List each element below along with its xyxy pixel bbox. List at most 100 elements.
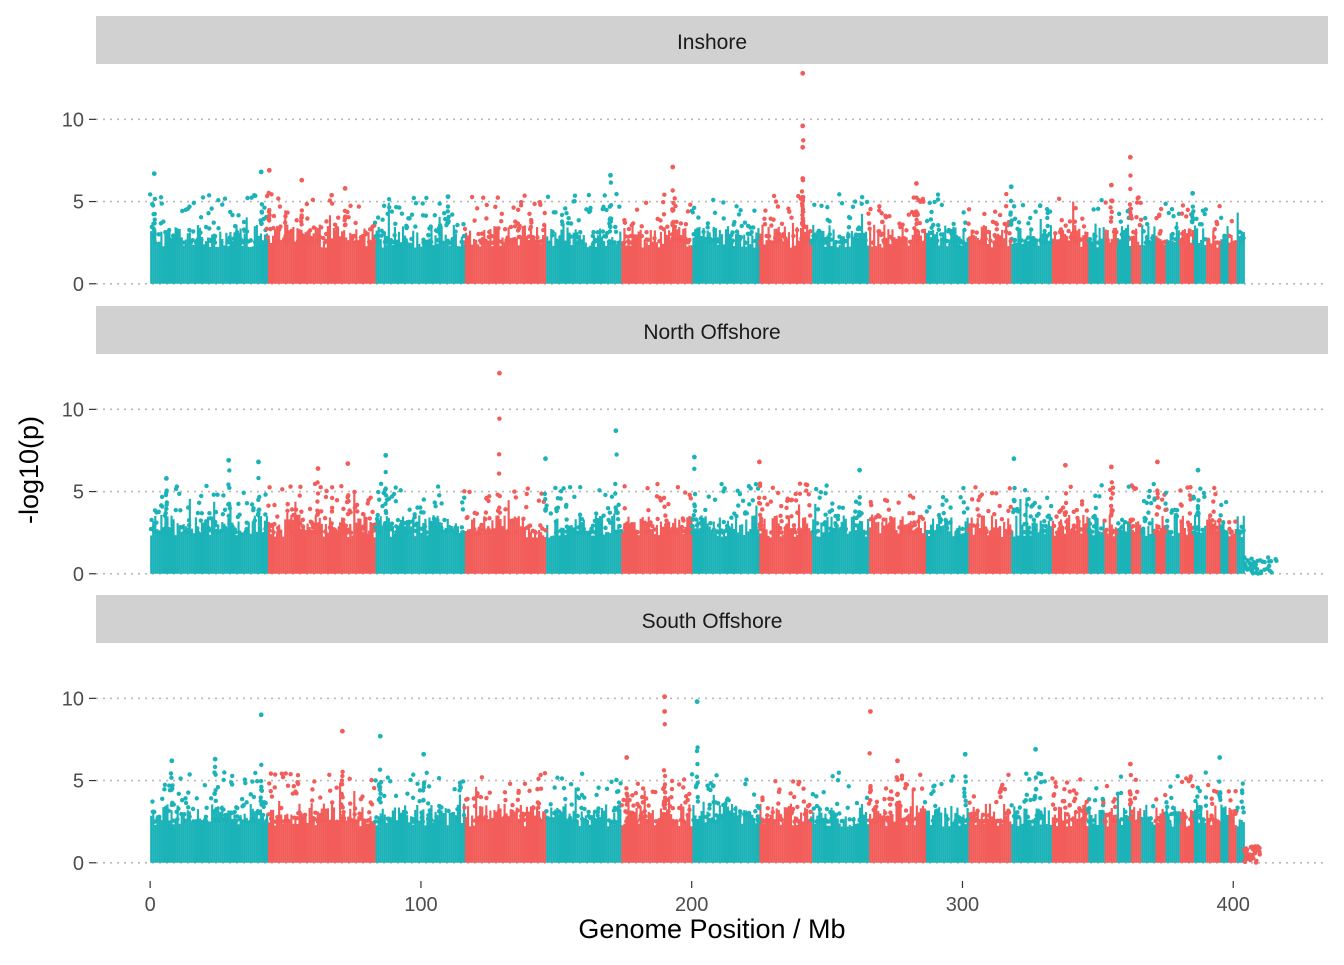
point-band — [887, 821, 890, 863]
point — [992, 819, 997, 824]
point — [204, 483, 209, 489]
point-band — [385, 244, 388, 284]
point-band — [795, 227, 799, 284]
point — [962, 227, 967, 233]
point — [228, 810, 233, 815]
point-band — [598, 816, 602, 863]
point — [760, 507, 765, 512]
point — [916, 239, 921, 245]
point-band — [1163, 525, 1166, 574]
peak-point — [212, 756, 218, 762]
point — [1051, 523, 1057, 529]
point — [248, 238, 254, 243]
point — [345, 530, 350, 535]
point-band — [832, 810, 835, 863]
point — [954, 529, 960, 534]
point-band — [562, 224, 565, 284]
point — [1217, 791, 1223, 796]
point — [274, 240, 280, 245]
point — [1123, 816, 1128, 822]
point-band — [1230, 534, 1233, 574]
point — [425, 816, 431, 822]
point — [976, 497, 981, 503]
point-band — [375, 825, 378, 863]
point-band — [531, 242, 535, 284]
point — [737, 814, 742, 819]
point-band — [586, 530, 589, 574]
point-band — [302, 814, 305, 863]
point-band — [895, 530, 898, 574]
point-band — [540, 822, 543, 863]
point-band — [627, 234, 630, 284]
point — [715, 239, 720, 244]
point-band — [296, 514, 299, 574]
point-band — [1043, 232, 1046, 284]
point — [880, 219, 885, 225]
point — [1058, 530, 1063, 535]
point — [558, 240, 563, 245]
point-band — [168, 820, 171, 863]
point-band — [237, 233, 240, 284]
point-band — [170, 515, 173, 574]
point — [1109, 480, 1115, 485]
point — [1133, 486, 1139, 491]
point-band — [899, 236, 902, 284]
point — [777, 787, 782, 792]
point — [647, 528, 652, 533]
point — [202, 783, 208, 788]
point — [283, 771, 288, 776]
point — [296, 810, 301, 816]
point-band — [787, 517, 790, 574]
point-band — [497, 804, 500, 863]
point-band — [412, 230, 415, 284]
point-band — [641, 247, 644, 284]
point-band — [1041, 523, 1044, 574]
point — [655, 516, 660, 522]
point-band — [619, 809, 622, 863]
point — [807, 513, 813, 518]
point — [1084, 799, 1089, 804]
point — [792, 819, 797, 824]
point-band — [442, 240, 445, 284]
point-band — [1169, 533, 1172, 574]
point — [992, 232, 997, 238]
point-band — [442, 813, 445, 863]
point — [328, 819, 334, 824]
point — [472, 818, 478, 823]
point-band — [617, 807, 620, 863]
point — [881, 517, 886, 522]
point — [1012, 216, 1018, 222]
point — [1235, 805, 1240, 810]
point — [854, 800, 860, 806]
point-band — [1210, 519, 1213, 574]
point — [852, 199, 858, 204]
point — [1065, 812, 1070, 817]
point — [320, 818, 325, 823]
point-band — [1094, 515, 1097, 574]
point — [919, 786, 925, 791]
point-band — [373, 243, 376, 284]
point — [663, 801, 668, 807]
point — [691, 513, 696, 518]
point-band — [883, 224, 886, 284]
point-band — [810, 816, 813, 863]
point — [928, 237, 933, 243]
point — [759, 523, 764, 528]
point — [749, 229, 754, 235]
point — [493, 204, 498, 209]
point-band — [672, 522, 675, 574]
point — [1026, 221, 1031, 226]
point — [1067, 219, 1073, 224]
point — [711, 197, 716, 203]
point — [496, 452, 502, 457]
point — [555, 505, 561, 510]
point — [593, 237, 598, 243]
point-band — [1003, 238, 1006, 284]
point — [221, 777, 226, 783]
point-band — [970, 811, 973, 863]
point-band — [901, 819, 904, 863]
point — [307, 228, 313, 233]
point-band — [1051, 520, 1054, 574]
point — [939, 781, 944, 787]
